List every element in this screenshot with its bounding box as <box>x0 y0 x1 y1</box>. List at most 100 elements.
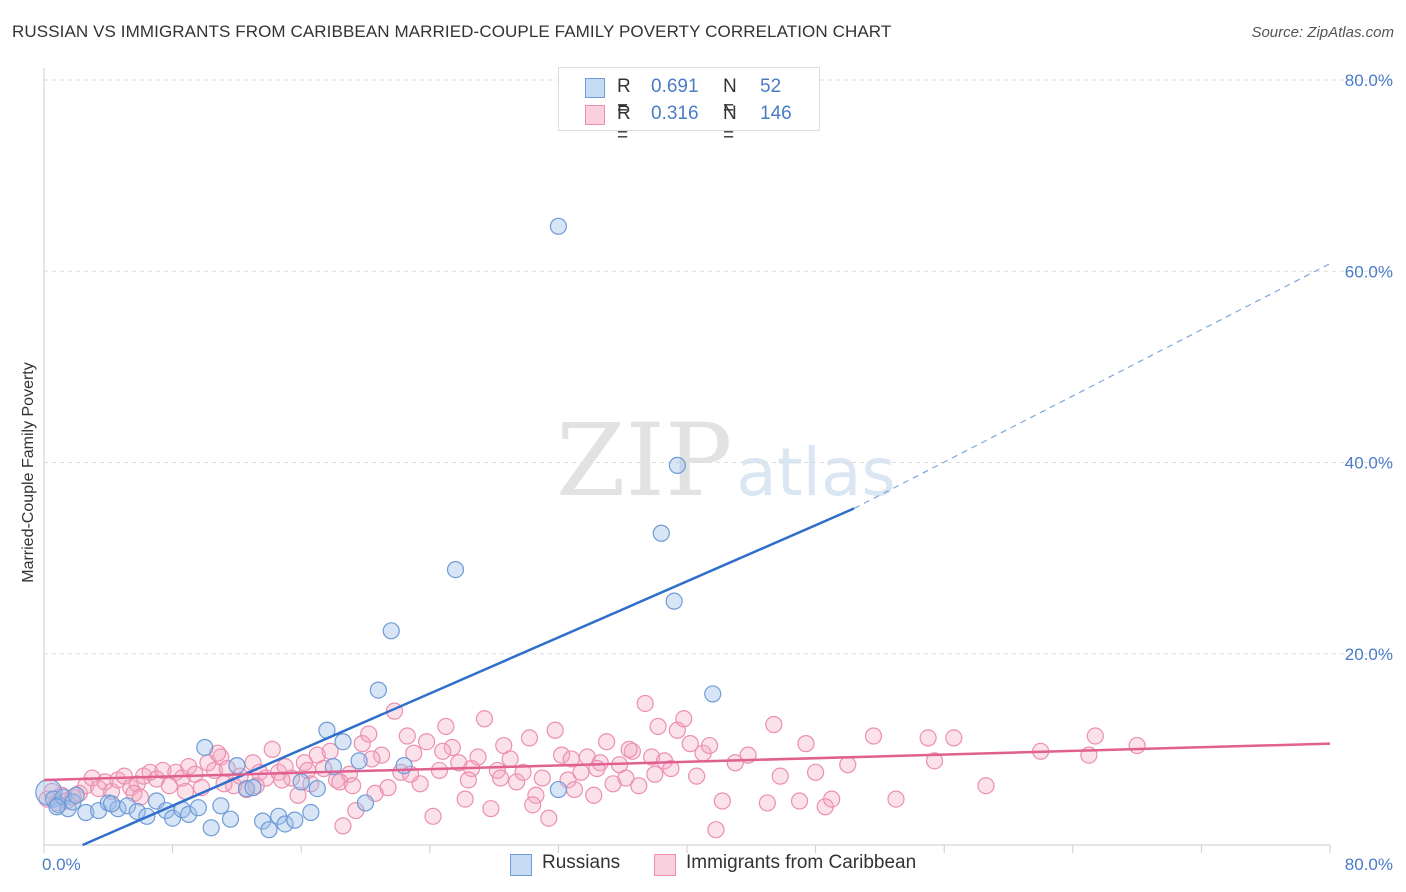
point-caribbean <box>131 788 150 806</box>
point-caribbean <box>360 725 378 743</box>
point-russians <box>286 811 304 829</box>
y-tick-label: 60.0% <box>1345 262 1393 281</box>
trend-line-caribbean <box>43 742 1331 782</box>
point-caribbean <box>379 779 397 797</box>
point-russians <box>128 802 146 821</box>
point-russians <box>652 524 670 542</box>
point-russians <box>334 733 352 751</box>
point-caribbean <box>533 769 551 787</box>
point-russians <box>549 780 568 799</box>
point-caribbean <box>823 790 841 808</box>
series-russians-points <box>35 217 722 839</box>
point-caribbean <box>707 821 725 839</box>
point-russians <box>302 803 320 822</box>
point-caribbean <box>520 729 539 747</box>
correlation-legend: R = 0.691 N = 52 R = 0.316 N = 146 <box>558 67 820 146</box>
point-russians <box>276 815 294 833</box>
point-caribbean <box>501 750 519 768</box>
point-russians <box>237 779 256 798</box>
point-caribbean <box>491 769 510 787</box>
point-caribbean <box>790 792 809 810</box>
trend-lines <box>43 263 1331 847</box>
point-caribbean <box>585 786 603 804</box>
axis-labels: 20.0% 40.0% 60.0% 80.0% 0.0% 80.0% Married-Cou… <box>20 71 1393 874</box>
point-caribbean <box>372 746 391 764</box>
point-caribbean <box>797 735 815 753</box>
point-caribbean <box>289 786 307 804</box>
point-caribbean <box>459 771 477 789</box>
legend-n-label: N = <box>723 103 737 146</box>
point-caribbean <box>331 773 349 791</box>
point-russians <box>102 795 121 813</box>
point-russians <box>164 809 182 827</box>
point-caribbean <box>90 779 108 798</box>
legend-n-label: N = <box>723 76 737 119</box>
axes <box>43 68 1331 853</box>
point-caribbean <box>508 773 526 791</box>
point-caribbean <box>482 800 500 818</box>
bottom-legend-label-caribbean: Immigrants from Caribbean <box>686 852 917 873</box>
point-caribbean <box>887 790 905 808</box>
point-caribbean <box>662 759 680 778</box>
point-caribbean <box>646 765 664 783</box>
point-caribbean <box>864 727 883 745</box>
point-caribbean <box>649 717 667 736</box>
point-caribbean <box>713 792 731 810</box>
point-caribbean <box>806 763 825 781</box>
point-caribbean <box>263 740 281 758</box>
point-russians <box>549 217 568 235</box>
point-caribbean <box>617 769 635 787</box>
point-russians <box>77 803 95 822</box>
source-label: Source: ZipAtlas.com <box>1251 24 1394 41</box>
point-russians <box>382 622 400 640</box>
legend-swatch-russians <box>585 78 605 98</box>
legend-swatch-caribbean <box>585 105 605 125</box>
watermark-atlas: atlas <box>736 434 896 511</box>
point-caribbean <box>546 721 564 739</box>
point-caribbean <box>572 763 590 781</box>
point-russians <box>221 810 240 828</box>
point-caribbean <box>398 727 416 745</box>
bottom-legend-label-russians: Russians <box>542 852 621 873</box>
point-caribbean <box>945 729 963 747</box>
point-caribbean <box>620 740 638 758</box>
point-caribbean <box>758 794 776 812</box>
point-russians <box>350 752 368 770</box>
point-caribbean <box>688 767 706 785</box>
point-caribbean <box>771 767 789 785</box>
point-caribbean <box>437 717 455 736</box>
point-russians <box>308 779 326 798</box>
point-caribbean <box>475 710 494 728</box>
point-caribbean <box>1128 736 1146 755</box>
point-caribbean <box>456 790 474 808</box>
point-caribbean <box>514 763 532 781</box>
point-russians <box>446 560 465 579</box>
x-tick-label: 80.0% <box>1345 855 1393 874</box>
point-caribbean <box>925 752 944 770</box>
point-caribbean <box>919 729 937 747</box>
point-caribbean <box>405 744 423 762</box>
point-russians <box>228 757 246 775</box>
point-russians <box>212 797 230 815</box>
bottom-legend-swatch-russians <box>510 854 532 876</box>
y-tick-label: 80.0% <box>1345 71 1393 90</box>
bottom-legend-swatch-caribbean <box>654 854 676 876</box>
point-caribbean <box>553 746 571 764</box>
point-caribbean <box>588 759 606 778</box>
point-russians <box>292 773 310 791</box>
point-caribbean <box>839 756 857 774</box>
point-caribbean <box>524 796 542 814</box>
legend-r-label: R = <box>617 76 631 119</box>
point-caribbean <box>353 735 371 753</box>
point-caribbean <box>636 694 654 713</box>
watermark-zip: ZIP <box>556 402 733 519</box>
point-russians <box>356 794 375 812</box>
legend-n-value: 52 <box>760 76 782 97</box>
point-caribbean <box>424 807 442 825</box>
point-russians <box>369 681 387 699</box>
watermark: ZIPatlas <box>556 402 896 519</box>
y-axis-title: Married-Couple Family Poverty <box>20 362 37 583</box>
trend-line-russians <box>82 507 855 847</box>
point-russians <box>260 821 278 839</box>
point-caribbean <box>430 761 449 780</box>
